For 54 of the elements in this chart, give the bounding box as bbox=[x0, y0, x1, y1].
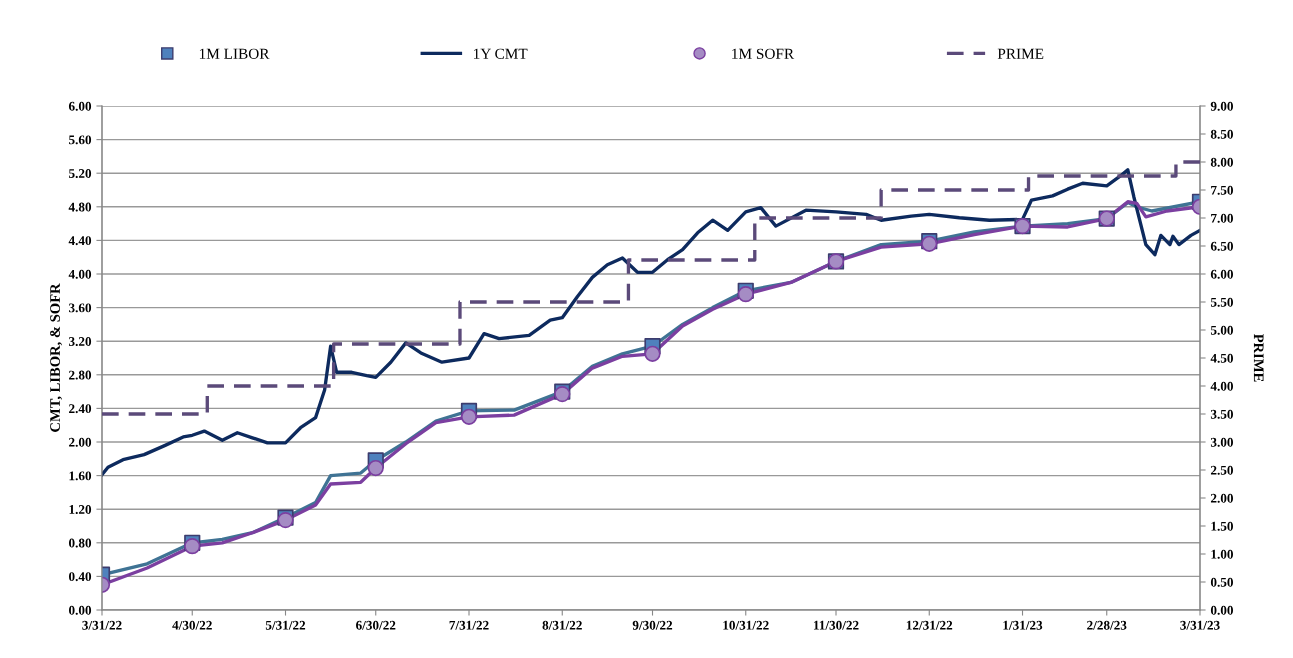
y2-tick-label: 1.00 bbox=[1211, 549, 1233, 559]
legend-label: 1M SOFR bbox=[732, 48, 795, 59]
y-tick-label: 3.60 bbox=[68, 303, 92, 313]
y-tick-label: 0.40 bbox=[69, 572, 92, 582]
y2-tick-label: 8.50 bbox=[1210, 129, 1233, 139]
y-tick-label: 4.00 bbox=[68, 269, 92, 279]
y-axis-title: CMT, LIBOR, & SOFR bbox=[50, 283, 63, 432]
x-tick-label: 4/30/22 bbox=[172, 620, 212, 630]
y2-tick-label: 3.00 bbox=[1210, 437, 1233, 447]
x-tick-label: 9/30/22 bbox=[632, 620, 673, 630]
x-tick-label: 3/31/22 bbox=[82, 620, 122, 630]
y-tick-label: 0.00 bbox=[69, 605, 92, 615]
y-tick-label: 3.20 bbox=[68, 337, 92, 346]
y2-tick-label: 7.50 bbox=[1211, 185, 1233, 195]
y-tick-label: 4.40 bbox=[68, 236, 92, 246]
y2-tick-label: 8.00 bbox=[1210, 157, 1233, 167]
y-tick-label: 0.80 bbox=[69, 538, 92, 548]
x-tick-label: 5/31/22 bbox=[265, 620, 306, 630]
y2-tick-label: 6.00 bbox=[1210, 269, 1233, 279]
y2-tick-label: 2.00 bbox=[1210, 493, 1233, 503]
x-tick-label: 12/31/22 bbox=[906, 620, 953, 630]
y2-axis-title: PRIME bbox=[1253, 333, 1264, 382]
x-tick-label: 3/31/23 bbox=[1180, 620, 1220, 630]
y-tick-label: 5.60 bbox=[69, 135, 92, 145]
y2-tick-label: 4.00 bbox=[1210, 381, 1233, 391]
x-tick-label: 10/31/22 bbox=[723, 620, 769, 630]
y2-tick-label: 3.50 bbox=[1210, 409, 1233, 419]
y2-tick-label: 5.50 bbox=[1210, 297, 1233, 307]
y2-tick-label: 1.50 bbox=[1211, 521, 1233, 531]
y-tick-label: 1.60 bbox=[69, 471, 92, 481]
x-tick-label: 11/30/22 bbox=[813, 620, 859, 630]
x-tick-label: 1/31/23 bbox=[1003, 620, 1043, 630]
y2-tick-label: 2.50 bbox=[1210, 465, 1233, 475]
y-tick-label: 2.00 bbox=[69, 437, 92, 447]
y2-tick-label: 0.00 bbox=[1210, 605, 1233, 615]
y2-tick-label: 7.00 bbox=[1211, 213, 1233, 223]
y-tick-label: 2.40 bbox=[69, 404, 92, 414]
y2-tick-label: 0.50 bbox=[1210, 577, 1233, 587]
x-tick-label: 8/31/22 bbox=[542, 620, 582, 630]
y-tick-label: 1.20 bbox=[69, 505, 92, 514]
x-tick-label: 6/30/22 bbox=[356, 620, 396, 630]
y-tick-label: 4.80 bbox=[68, 202, 92, 212]
y2-tick-label: 9.00 bbox=[1210, 101, 1233, 111]
y-tick-label: 2.80 bbox=[69, 370, 92, 380]
legend-label: 1M LIBOR bbox=[199, 48, 270, 59]
x-tick-label: 2/28/23 bbox=[1087, 620, 1127, 630]
y-tick-label: 6.00 bbox=[68, 101, 92, 111]
y2-tick-label: 6.50 bbox=[1210, 241, 1233, 251]
y-tick-label: 5.20 bbox=[69, 169, 92, 178]
y2-tick-label: 4.50 bbox=[1210, 353, 1233, 363]
legend-label: PRIME bbox=[997, 48, 1044, 59]
y2-tick-label: 5.00 bbox=[1210, 325, 1233, 335]
legend-label: 1Y CMT bbox=[474, 48, 528, 59]
x-tick-label: 7/31/22 bbox=[449, 620, 489, 630]
